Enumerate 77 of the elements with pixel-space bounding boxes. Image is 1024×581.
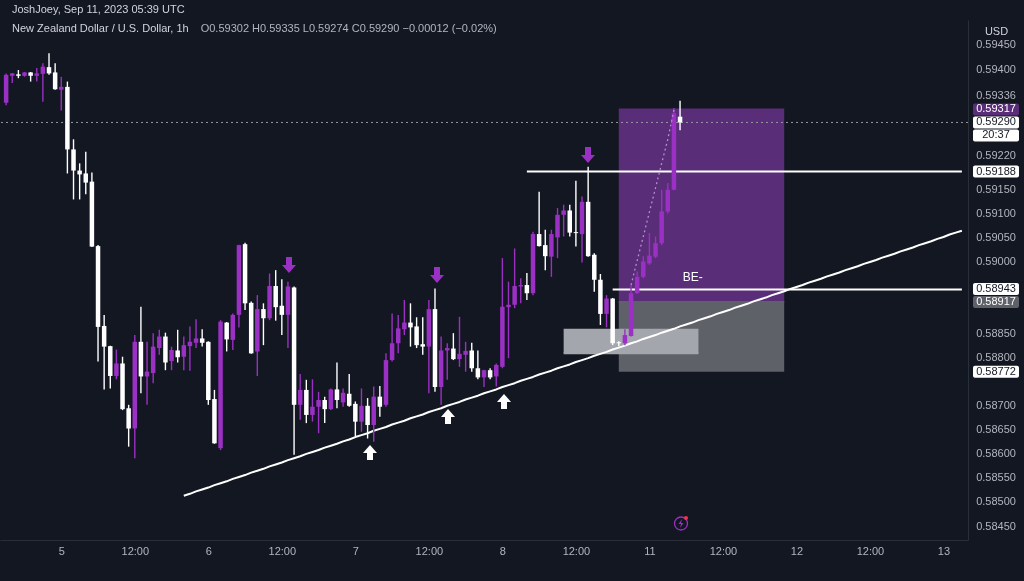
candlestick [193,318,199,349]
candlestick [359,387,364,433]
candlestick [261,302,266,346]
candlestick [365,397,370,440]
candlestick [322,395,327,424]
text: JoshJoey, Sep 11, 2023 05:39 UTC [12,3,185,15]
y-tick-label: 0.59100 [976,206,1016,219]
candlestick [83,151,89,195]
y-tick-label: 0.59317 [976,102,1016,115]
candlestick [297,373,303,421]
y-tick-label: 0.59150 [976,182,1016,195]
candlestick [175,329,180,364]
x-tick-label: 12:00 [415,544,444,557]
y-tick-label: 0.58550 [976,471,1016,484]
y-tick-label: 0.58917 [976,294,1016,307]
y-tick-label: 0.58850 [976,327,1016,340]
x-tick-label: 13 [937,544,951,557]
x-tick-label: 12 [790,544,804,557]
y-tick-label: 0.58650 [976,423,1016,436]
y-tick-label: 0.58600 [976,447,1016,460]
x-tick-label: 12:00 [562,544,591,557]
y-tick-label: 0.58450 [976,519,1016,532]
candlestick [604,294,609,329]
y-tick-label: 0.58943 [976,281,1016,294]
candlestick [181,335,187,371]
y-axis-title: USD [984,24,1009,37]
candlestick [59,76,64,112]
candlestick [169,345,174,371]
y-tick-label: 0.59050 [976,230,1016,243]
candlestick [114,348,119,381]
candlestick [506,280,511,359]
x-tick-label: 5 [58,544,65,557]
candlestick [353,400,358,438]
y-tick-label: 0.59450 [976,38,1016,51]
candlestick [451,332,456,361]
candlestick [561,204,566,238]
x-tick-label: 7 [352,544,359,557]
line-series [630,109,675,286]
candlestick [71,138,76,201]
x-tick-label: 12:00 [121,544,150,557]
candlestick [334,361,340,409]
candlestick [328,387,334,411]
x-tick-label: 6 [205,544,212,557]
y-tick-label: 0.59220 [976,149,1016,162]
x-tick-label: 12:00 [268,544,297,557]
y-tick-label: 0.59290 [976,115,1016,128]
candlestick [224,321,229,353]
candlestick [101,314,107,391]
candlestick [543,229,548,271]
candlestick [573,179,579,248]
candlestick [512,247,517,309]
line-series [182,229,963,497]
candlestick [199,328,205,348]
x-tick-label: 11 [644,544,656,557]
candlestick [310,378,315,423]
candlestick [273,269,278,322]
y-tick-label: 0.59336 [976,89,1016,102]
text: 20:37 [982,128,1010,141]
y-tick-label: 0.59188 [976,164,1016,177]
chart-subtitle: O0.59302 H0.59335 L0.59274 C0.59290 −0.00012 (−0.02%) [200,22,497,34]
candlestick [567,204,573,238]
candlestick [157,329,162,356]
y-tick-label: 0.58500 [976,495,1016,508]
y-tick-label: 0.59400 [976,62,1016,75]
y-tick-label: 0.58800 [976,351,1016,364]
series-label: BE- [682,270,703,285]
candlestick [402,299,407,336]
candlestick [469,342,474,373]
y-tick-label: 0.58772 [976,364,1016,377]
x-tick-label: 12:00 [856,544,885,557]
x-tick-label: 12:00 [709,544,738,557]
y-tick-label: 0.58700 [976,399,1016,412]
candlestick [395,314,401,355]
chart-title: New Zealand Dollar / U.S. Dollar, 1h [12,22,189,34]
x-tick-label: 8 [499,544,506,557]
y-tick-label: 0.59000 [976,254,1016,267]
candlestick [316,391,321,434]
